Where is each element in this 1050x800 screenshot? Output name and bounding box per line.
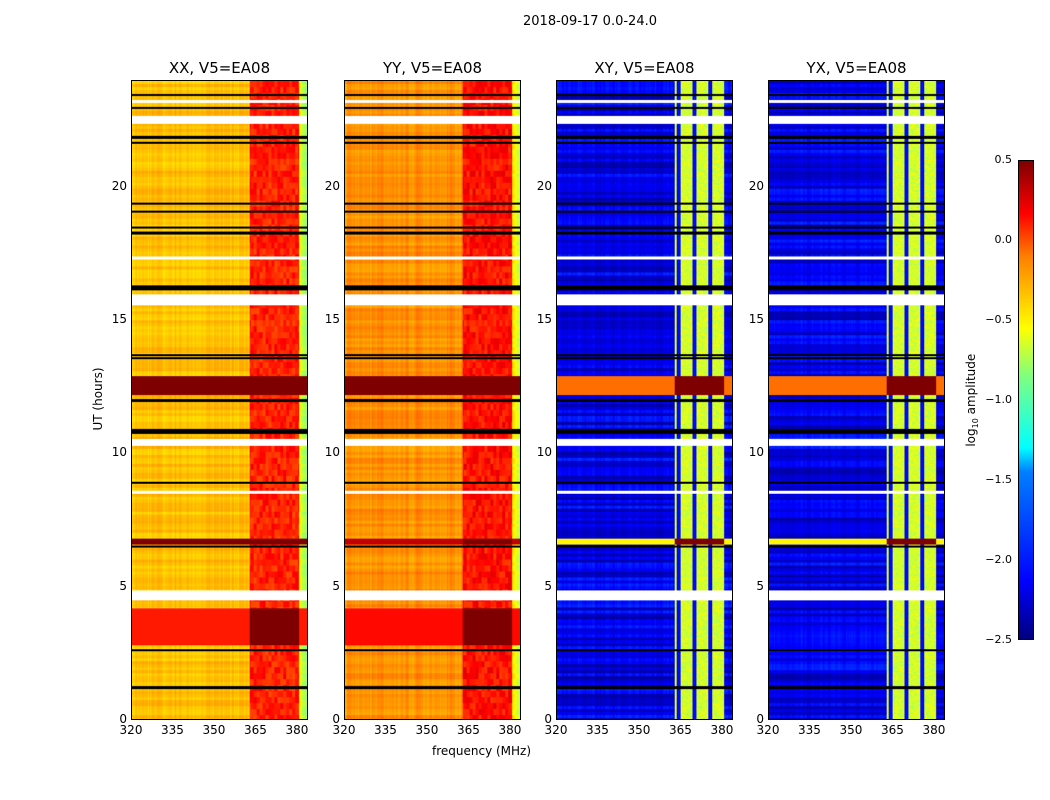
y-axis-label: UT (hours) <box>91 367 105 431</box>
y-tick-label: 10 <box>111 445 127 460</box>
x-tick-label: 320 <box>119 723 143 737</box>
colorbar <box>1018 160 1034 640</box>
x-tick-label: 335 <box>374 723 397 737</box>
panel-title-yx: YX, V5=EA08 <box>806 59 907 77</box>
y-tick-label: 15 <box>111 312 127 326</box>
x-tick-label: 365 <box>244 723 267 737</box>
heatmap-xy-canvas <box>557 81 732 719</box>
x-tick-label: 380 <box>285 723 309 737</box>
x-tick-label: 320 <box>332 723 356 737</box>
x-tick-label: 350 <box>415 723 439 737</box>
colorbar-tick-label: −1.5 <box>985 473 1012 486</box>
colorbar-tick-label: −2.5 <box>985 633 1012 646</box>
y-tick-label: 5 <box>756 578 764 593</box>
y-tick-label: 20 <box>536 178 552 193</box>
colorbar-label: log10 amplitude <box>964 340 980 460</box>
heatmap-yx-canvas <box>769 81 944 719</box>
y-tick-label: 15 <box>324 312 340 326</box>
x-tick-label: 350 <box>839 723 863 737</box>
x-tick-label: 380 <box>710 723 734 737</box>
colorbar-tick-label: −1.0 <box>985 393 1012 406</box>
x-tick-label: 350 <box>202 723 226 737</box>
y-tick-label: 15 <box>748 312 764 326</box>
colorbar-label-log: log <box>963 428 978 447</box>
heatmap-xx-canvas <box>132 81 307 719</box>
heatmap-xx <box>131 80 308 720</box>
x-tick-label: 380 <box>498 723 522 737</box>
x-axis-label: frequency (MHz) <box>432 744 532 758</box>
x-tick-label: 365 <box>457 723 480 737</box>
y-tick-label: 0 <box>332 712 340 726</box>
colorbar-tick-label: 0.0 <box>994 233 1013 246</box>
y-tick-label: 10 <box>748 445 764 460</box>
y-tick-label: 0 <box>544 712 552 726</box>
x-tick-label: 335 <box>586 723 609 737</box>
x-tick-label: 335 <box>161 723 184 737</box>
panel-title-xy: XY, V5=EA08 <box>594 59 695 77</box>
y-tick-label: 15 <box>536 312 552 326</box>
panel-title-xx: XX, V5=EA08 <box>168 59 271 77</box>
colorbar-tick-label: −2.0 <box>985 553 1012 566</box>
y-tick-label: 5 <box>544 578 552 593</box>
x-tick-label: 365 <box>881 723 904 737</box>
x-tick-label: 335 <box>798 723 821 737</box>
x-tick-label: 320 <box>756 723 780 737</box>
y-tick-label: 5 <box>332 578 340 593</box>
y-tick-label: 0 <box>119 712 127 726</box>
y-tick-label: 20 <box>324 178 340 193</box>
y-tick-label: 0 <box>756 712 764 726</box>
x-tick-label: 320 <box>544 723 568 737</box>
y-tick-label: 10 <box>324 445 340 460</box>
y-tick-label: 20 <box>748 178 764 193</box>
y-tick-label: 5 <box>119 578 127 593</box>
heatmap-yx <box>768 80 945 720</box>
heatmap-yy <box>344 80 521 720</box>
x-tick-label: 350 <box>627 723 651 737</box>
panel-title-yy: YY, V5=EA08 <box>382 59 483 77</box>
figure-title: 2018-09-17 0.0-24.0 <box>523 14 657 29</box>
colorbar-label-sub: 10 <box>971 418 981 429</box>
colorbar-label-rest: amplitude <box>963 353 978 419</box>
x-tick-label: 380 <box>922 723 946 737</box>
heatmap-xy <box>556 80 733 720</box>
y-tick-label: 20 <box>111 178 127 193</box>
colorbar-tick-label: −0.5 <box>985 313 1012 326</box>
y-tick-label: 10 <box>536 445 552 460</box>
heatmap-yy-canvas <box>345 81 520 719</box>
x-tick-label: 365 <box>669 723 692 737</box>
colorbar-tick-label: 0.5 <box>994 153 1013 166</box>
